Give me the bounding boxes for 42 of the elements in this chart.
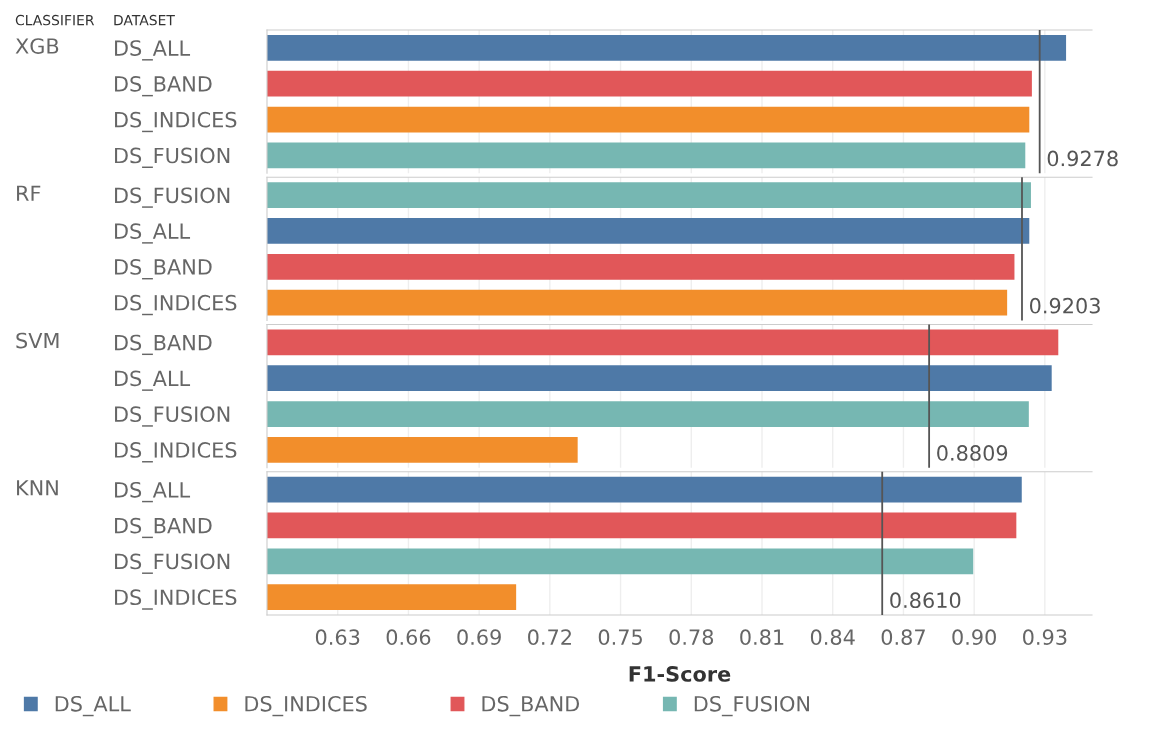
text: DATASET bbox=[114, 14, 175, 26]
y-tick-label: DS_FUSION bbox=[115, 147, 230, 168]
x-tick-label: 0.93 bbox=[1023, 629, 1067, 646]
y-axis-title: SVM bbox=[16, 332, 59, 349]
ref-line-label: 0.9278 bbox=[1047, 150, 1118, 167]
y-tick-label: DS_BAND bbox=[115, 75, 212, 97]
y-tick-label: DS_BAND bbox=[115, 334, 212, 356]
y-tick-label: DS_FUSION bbox=[115, 553, 230, 574]
y-axis-title: XGB bbox=[15, 38, 59, 54]
legend-label: DS_BAND bbox=[482, 695, 580, 717]
x-tick-label: 0.90 bbox=[952, 629, 996, 646]
y-axis-title: RF bbox=[17, 185, 41, 201]
x-tick-label: 0.66 bbox=[386, 629, 431, 646]
x-tick-label: 0.72 bbox=[528, 629, 571, 646]
x-tick-label: 0.81 bbox=[740, 629, 784, 646]
x-tick-label: 0.87 bbox=[881, 629, 925, 646]
ref-line-label: 0.8809 bbox=[937, 445, 1008, 461]
x-tick-label: 0.69 bbox=[457, 629, 501, 646]
x-axis-title: F1-Score bbox=[629, 666, 731, 682]
y-tick-label: DS_INDICES bbox=[115, 589, 237, 610]
y-tick-label: DS_INDICES bbox=[115, 294, 237, 316]
y-tick-label: DS_BAND bbox=[115, 517, 212, 539]
legend-label: DS_ALL bbox=[55, 695, 131, 717]
x-tick-label: 0.78 bbox=[669, 629, 714, 646]
y-axis-title: KNN bbox=[17, 480, 58, 496]
legend-label: DS_FUSION bbox=[694, 695, 809, 717]
y-tick-label: DS_INDICES bbox=[115, 442, 237, 463]
y-tick-label: DS_FUSION bbox=[115, 187, 230, 208]
x-tick-label: 0.63 bbox=[315, 629, 360, 646]
x-tick-label: 0.75 bbox=[598, 629, 642, 646]
y-tick-label: DS_BAND bbox=[115, 259, 212, 280]
legend-label: DS_INDICES bbox=[245, 695, 367, 717]
text: CLASSIFIER bbox=[15, 14, 95, 26]
y-tick-label: DS_ALL bbox=[115, 223, 191, 244]
ref-line-label: 0.8610 bbox=[890, 592, 961, 609]
y-tick-label: DS_ALL bbox=[115, 481, 191, 503]
ref-line-label: 0.9203 bbox=[1029, 297, 1100, 314]
x-tick-label: 0.84 bbox=[810, 629, 855, 646]
y-tick-label: DS_INDICES bbox=[115, 111, 237, 133]
y-tick-label: DS_ALL bbox=[115, 370, 191, 391]
y-tick-label: DS_ALL bbox=[115, 40, 191, 61]
y-tick-label: DS_FUSION bbox=[115, 406, 230, 427]
